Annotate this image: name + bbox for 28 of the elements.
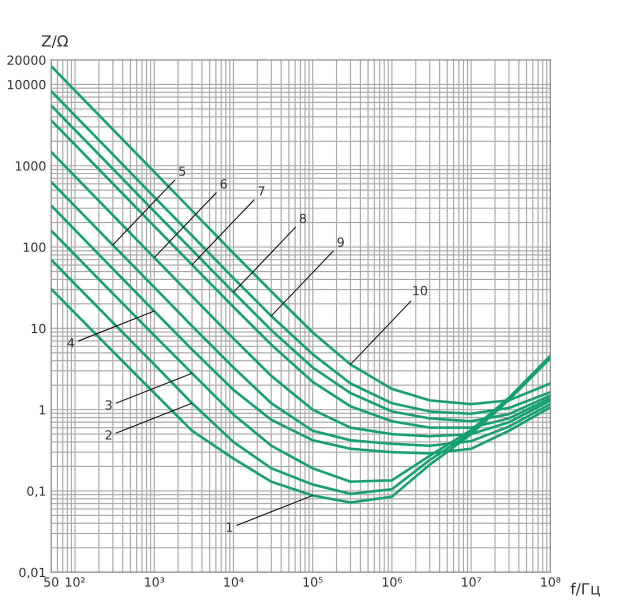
annotation: 1: [226, 522, 232, 532]
annotation: 5: [179, 166, 186, 176]
y-tick-label: 10000: [8, 80, 46, 90]
y-tick-label: 0,1: [27, 486, 46, 498]
y-tick-label: 1: [40, 405, 46, 414]
annotation: 10: [413, 286, 428, 296]
x-tick-label: 10⁸: [541, 577, 560, 587]
x-tick-label: 10⁷: [462, 577, 482, 587]
annotation: 6: [220, 179, 227, 189]
annotation: 3: [106, 400, 112, 410]
x-tick-label: 10³: [145, 577, 164, 587]
x-tick-label: 10⁴: [224, 577, 244, 587]
x-axis-title: f/Гц: [570, 582, 600, 596]
y-tick-label: 0,01: [19, 568, 46, 578]
x-tick-label: 10²: [66, 577, 85, 587]
y-tick-label: 20000: [7, 55, 46, 65]
y-tick-label: 1000: [16, 161, 46, 171]
x-tick-label: 10⁵: [304, 577, 323, 587]
annotation: 9: [338, 237, 344, 247]
y-axis-title: Z/Ω: [42, 35, 68, 48]
y-tick-label: 100: [24, 242, 46, 252]
annotation: 4: [68, 338, 74, 348]
annotation: 2: [106, 430, 112, 440]
annotation: 7: [258, 186, 264, 196]
x-tick-label: 10⁶: [382, 577, 402, 587]
annotation: 8: [300, 214, 306, 224]
y-tick-label: 10: [32, 324, 46, 334]
x-tick-label: 50: [44, 577, 58, 587]
